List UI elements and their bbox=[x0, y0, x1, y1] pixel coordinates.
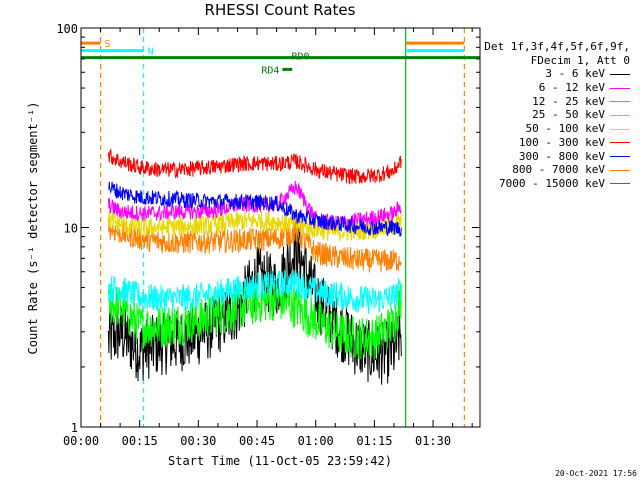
y-tick-label: 1 bbox=[71, 421, 78, 435]
legend-header-line: Det 1f,3f,4f,5f,6f,9f, bbox=[484, 40, 630, 53]
legend-swatch bbox=[610, 87, 630, 89]
legend-item: 25 - 50 keV bbox=[484, 108, 630, 122]
legend-swatch bbox=[610, 101, 630, 103]
legend-label: 6 - 12 keV bbox=[538, 81, 605, 95]
legend: Det 1f,3f,4f,5f,6f,9f, FDecim 1, Att 0 3… bbox=[484, 40, 630, 191]
flag-label: S bbox=[105, 39, 111, 50]
x-tick-label: 00:00 bbox=[63, 434, 99, 448]
flag-label: RD0 bbox=[291, 52, 309, 63]
legend-label: 100 - 300 keV bbox=[518, 135, 605, 149]
x-tick-label: 00:45 bbox=[239, 434, 275, 448]
legend-swatch bbox=[610, 142, 630, 144]
legend-label: 25 - 50 keV bbox=[532, 108, 605, 122]
x-tick-label: 01:15 bbox=[356, 434, 392, 448]
legend-item: 100 - 300 keV bbox=[484, 136, 630, 150]
legend-swatch bbox=[610, 169, 630, 171]
x-tick-label: 00:15 bbox=[122, 434, 158, 448]
legend-label: 300 - 800 keV bbox=[518, 149, 605, 163]
legend-swatch bbox=[610, 156, 630, 157]
legend-label: 7000 - 15000 keV bbox=[499, 176, 605, 190]
flag-label: RD4 bbox=[261, 65, 279, 76]
legend-header-line: FDecim 1, Att 0 bbox=[530, 53, 630, 67]
legend-item: 12 - 25 keV bbox=[484, 95, 630, 109]
x-tick-label: 00:30 bbox=[180, 434, 216, 448]
timestamp: 20-Oct-2021 17:56 bbox=[555, 469, 637, 478]
series-line bbox=[107, 280, 402, 360]
legend-item: 300 - 800 keV bbox=[484, 150, 630, 164]
x-axis-label: Start Time (11-Oct-05 23:59:42) bbox=[168, 454, 392, 468]
series-line bbox=[107, 148, 402, 185]
series-line bbox=[107, 268, 402, 314]
legend-label: 800 - 7000 keV bbox=[512, 163, 605, 177]
series-line bbox=[107, 218, 402, 273]
legend-item: 800 - 7000 keV bbox=[484, 163, 630, 177]
legend-item: 6 - 12 keV bbox=[484, 81, 630, 95]
legend-item: 3 - 6 keV bbox=[484, 67, 630, 81]
series-line bbox=[107, 180, 402, 231]
legend-swatch bbox=[610, 128, 630, 130]
y-tick-label: 100 bbox=[56, 22, 78, 36]
chart-title: RHESSI Count Rates bbox=[204, 1, 356, 19]
legend-label: 50 - 100 keV bbox=[525, 122, 605, 136]
legend-swatch bbox=[610, 114, 630, 116]
y-axis-label: Count Rate (s⁻¹ detector segment⁻¹) bbox=[26, 101, 40, 355]
legend-item: 50 - 100 keV bbox=[484, 122, 630, 136]
legend-label: 3 - 6 keV bbox=[545, 67, 605, 81]
legend-label: 12 - 25 keV bbox=[532, 94, 605, 108]
flag-label: N bbox=[148, 47, 154, 58]
legend-swatch bbox=[610, 73, 630, 75]
x-tick-label: 01:30 bbox=[415, 434, 451, 448]
series-line bbox=[108, 181, 402, 237]
y-tick-label: 10 bbox=[64, 222, 78, 236]
legend-swatch bbox=[610, 183, 630, 185]
legend-item: 7000 - 15000 keV bbox=[484, 177, 630, 191]
x-tick-label: 01:00 bbox=[298, 434, 334, 448]
